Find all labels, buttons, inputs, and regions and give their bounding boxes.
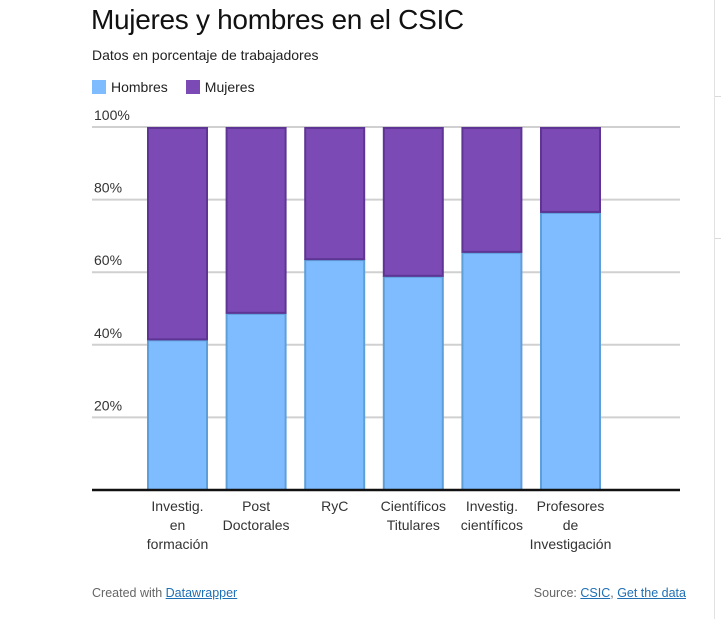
bar-mujeres	[540, 127, 601, 213]
x-tick-label: RyC	[321, 498, 348, 514]
bar-hombres	[540, 211, 601, 492]
source-csic-link[interactable]: CSIC	[580, 586, 611, 600]
x-tick-label: Post	[242, 498, 270, 514]
page-edge-tick	[715, 238, 721, 239]
footer-source: Source: CSIC, Get the data	[534, 586, 686, 600]
bar-mujeres	[147, 127, 208, 341]
bar-hombres	[304, 259, 366, 491]
bar-hombres	[225, 312, 287, 491]
x-tick-label: Investig.	[151, 498, 203, 514]
y-tick-label: 60%	[94, 252, 122, 268]
source-separator: ,	[610, 586, 618, 600]
legend-item-hombres: Hombres	[92, 79, 168, 95]
x-tick-label: Investig.	[466, 498, 518, 514]
x-tick-label: de	[563, 517, 579, 533]
bar-hombres	[147, 339, 208, 492]
legend-label-hombres: Hombres	[111, 79, 168, 95]
legend: Hombres Mujeres	[92, 79, 255, 95]
bar-mujeres	[461, 127, 523, 253]
x-tick-label: en	[170, 517, 186, 533]
y-tick-label: 40%	[94, 325, 122, 341]
x-tick-label: Investigación	[530, 536, 612, 552]
datawrapper-link[interactable]: Datawrapper	[165, 586, 238, 600]
x-tick-label: Doctorales	[223, 517, 290, 533]
x-tick-label: Titulares	[387, 517, 440, 533]
y-tick-label: 20%	[94, 397, 122, 413]
credit-prefix: Created with	[92, 586, 166, 600]
get-the-data-link[interactable]: Get the data	[617, 586, 686, 600]
bar-mujeres	[382, 127, 444, 277]
legend-swatch-mujeres	[185, 80, 200, 94]
legend-swatch-hombres	[92, 80, 106, 94]
chart-title: Mujeres y hombres en el CSIC	[91, 4, 464, 35]
bar-hombres	[382, 275, 444, 491]
y-tick-label: 100%	[94, 107, 130, 123]
bar-mujeres	[225, 127, 287, 314]
bar-hombres	[461, 251, 523, 491]
x-tick-label: Científicos	[381, 498, 446, 514]
legend-item-mujeres: Mujeres	[185, 79, 255, 95]
chart-subtitle: Datos en porcentaje de trabajadores	[92, 47, 319, 63]
x-tick-label: científicos	[461, 517, 523, 533]
x-tick-label: formación	[147, 536, 208, 552]
footer-credit: Created with Datawrapper	[92, 586, 237, 600]
legend-label-mujeres: Mujeres	[204, 79, 255, 95]
x-tick-label: Profesores	[537, 498, 605, 514]
bar-mujeres	[304, 127, 366, 261]
y-tick-label: 80%	[94, 180, 122, 196]
source-prefix: Source:	[533, 586, 581, 600]
page-edge-tick	[715, 96, 721, 97]
page-edge-divider	[714, 0, 715, 619]
